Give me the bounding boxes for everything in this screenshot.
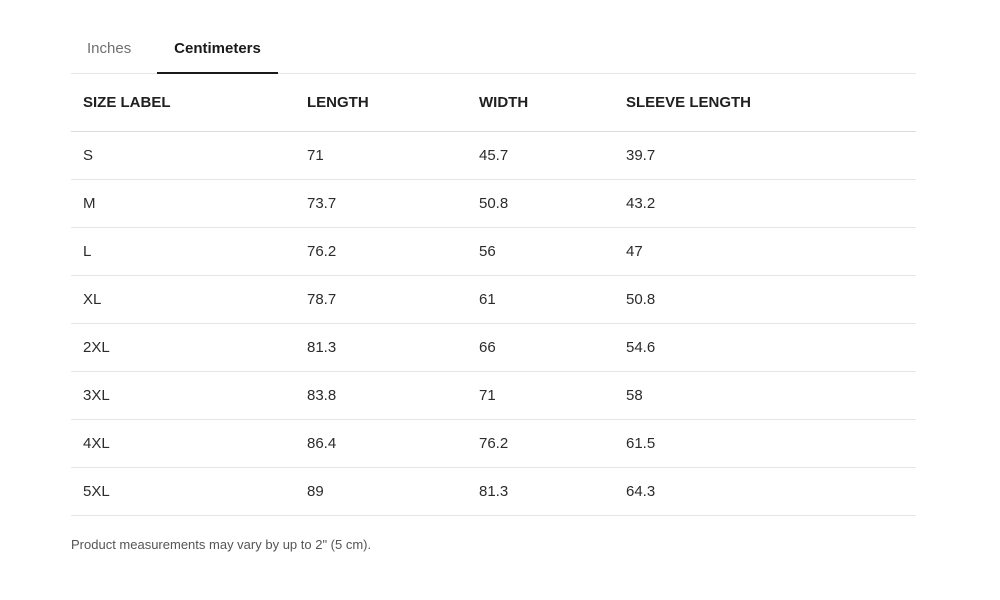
table-row: 5XL 89 81.3 64.3 bbox=[71, 467, 916, 516]
cell-sleeve-length: 43.2 bbox=[614, 179, 916, 228]
header-sleeve-length: SLEEVE LENGTH bbox=[614, 74, 916, 132]
cell-size: 5XL bbox=[71, 467, 295, 516]
cell-size: 3XL bbox=[71, 371, 295, 420]
cell-length: 81.3 bbox=[295, 323, 467, 372]
cell-width: 81.3 bbox=[467, 467, 614, 516]
cell-length: 83.8 bbox=[295, 371, 467, 420]
table-row: M 73.7 50.8 43.2 bbox=[71, 179, 916, 228]
cell-width: 50.8 bbox=[467, 179, 614, 228]
cell-sleeve-length: 39.7 bbox=[614, 131, 916, 180]
table-row: L 76.2 56 47 bbox=[71, 227, 916, 276]
cell-size: XL bbox=[71, 275, 295, 324]
unit-tabs: Inches Centimeters bbox=[71, 25, 916, 74]
cell-sleeve-length: 61.5 bbox=[614, 419, 916, 468]
cell-size: 2XL bbox=[71, 323, 295, 372]
table-header-row: SIZE LABEL LENGTH WIDTH SLEEVE LENGTH bbox=[71, 74, 916, 132]
cell-length: 76.2 bbox=[295, 227, 467, 276]
cell-sleeve-length: 64.3 bbox=[614, 467, 916, 516]
table-row: 3XL 83.8 71 58 bbox=[71, 371, 916, 420]
cell-width: 56 bbox=[467, 227, 614, 276]
table-row: 2XL 81.3 66 54.6 bbox=[71, 323, 916, 372]
cell-length: 73.7 bbox=[295, 179, 467, 228]
table-row: S 71 45.7 39.7 bbox=[71, 131, 916, 180]
cell-sleeve-length: 54.6 bbox=[614, 323, 916, 372]
tab-centimeters[interactable]: Centimeters bbox=[157, 25, 278, 74]
cell-length: 71 bbox=[295, 131, 467, 180]
cell-size: L bbox=[71, 227, 295, 276]
cell-width: 66 bbox=[467, 323, 614, 372]
tab-inches[interactable]: Inches bbox=[87, 40, 132, 57]
cell-width: 71 bbox=[467, 371, 614, 420]
measurement-note: Product measurements may vary by up to 2… bbox=[71, 536, 372, 552]
cell-width: 61 bbox=[467, 275, 614, 324]
size-table: SIZE LABEL LENGTH WIDTH SLEEVE LENGTH S … bbox=[71, 74, 916, 516]
cell-width: 45.7 bbox=[467, 131, 614, 180]
cell-length: 78.7 bbox=[295, 275, 467, 324]
cell-size: M bbox=[71, 179, 295, 228]
cell-length: 86.4 bbox=[295, 419, 467, 468]
size-chart: Inches Centimeters SIZE LABEL LENGTH WID… bbox=[71, 25, 916, 552]
header-size-label: SIZE LABEL bbox=[71, 74, 295, 132]
cell-length: 89 bbox=[295, 467, 467, 516]
cell-width: 76.2 bbox=[467, 419, 614, 468]
table-row: 4XL 86.4 76.2 61.5 bbox=[71, 419, 916, 468]
header-width: WIDTH bbox=[467, 74, 614, 132]
cell-size: S bbox=[71, 131, 295, 180]
cell-sleeve-length: 58 bbox=[614, 371, 916, 420]
cell-sleeve-length: 50.8 bbox=[614, 275, 916, 324]
header-length: LENGTH bbox=[295, 74, 467, 132]
table-row: XL 78.7 61 50.8 bbox=[71, 275, 916, 324]
cell-size: 4XL bbox=[71, 419, 295, 468]
cell-sleeve-length: 47 bbox=[614, 227, 916, 276]
